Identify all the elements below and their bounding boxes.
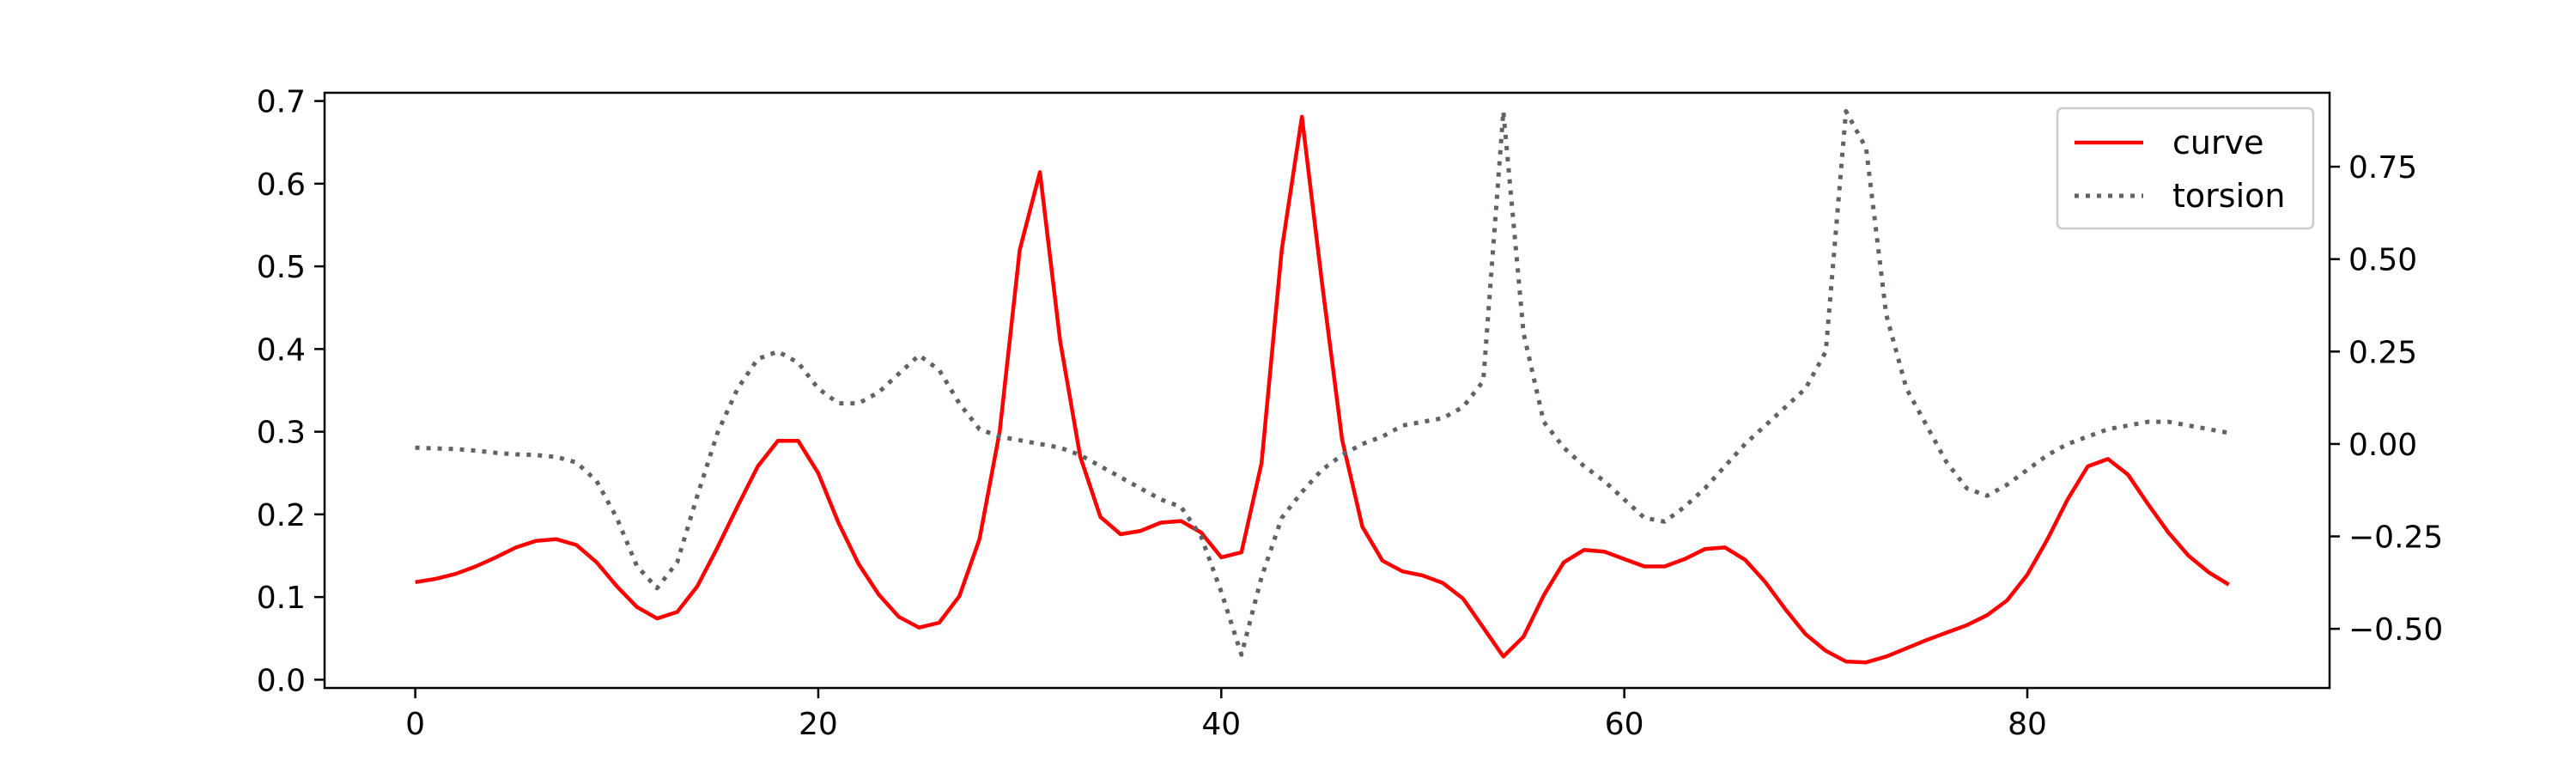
y-left-tick-label: 0.7 (257, 85, 306, 120)
legend-label-curve: curve (2172, 124, 2263, 161)
series-line-curve (415, 114, 2230, 665)
y-right-tick-label: 0.75 (2348, 150, 2417, 186)
y-right-tick-label: 0.50 (2348, 243, 2417, 278)
series-line-torsion (415, 109, 2230, 657)
x-tick-label: 20 (799, 707, 838, 742)
y-left-tick-label: 0.0 (257, 663, 306, 698)
legend: curve torsion (2056, 107, 2315, 230)
plot-content (415, 109, 2230, 665)
x-tick-label: 80 (2008, 707, 2047, 742)
x-tick-label: 0 (405, 707, 425, 742)
y-left-tick-label: 0.4 (257, 332, 306, 368)
legend-label-torsion: torsion (2172, 177, 2285, 215)
y-right-tick-label: −0.50 (2348, 612, 2443, 648)
plot-frame (323, 91, 2331, 690)
y-axis-right: −0.50 −0.25 0.00 0.25 0.50 0.75 (2330, 150, 2443, 648)
y-left-tick-label: 0.2 (257, 498, 306, 533)
legend-box (2056, 107, 2315, 230)
x-axis: 0 20 40 60 80 (405, 688, 2047, 742)
y-left-tick-label: 0.5 (257, 250, 306, 285)
y-left-tick-label: 0.1 (257, 581, 306, 616)
y-left-tick-label: 0.3 (257, 416, 306, 451)
y-right-tick-label: 0.25 (2348, 335, 2417, 370)
y-right-tick-label: −0.25 (2348, 520, 2443, 556)
y-axis-left: 0.0 0.1 0.2 0.3 0.4 0.5 0.6 0.7 (257, 85, 325, 698)
x-tick-label: 60 (1605, 707, 1644, 742)
y-right-tick-label: 0.00 (2348, 428, 2417, 463)
y-left-tick-label: 0.6 (257, 167, 306, 203)
x-tick-label: 40 (1201, 707, 1241, 742)
